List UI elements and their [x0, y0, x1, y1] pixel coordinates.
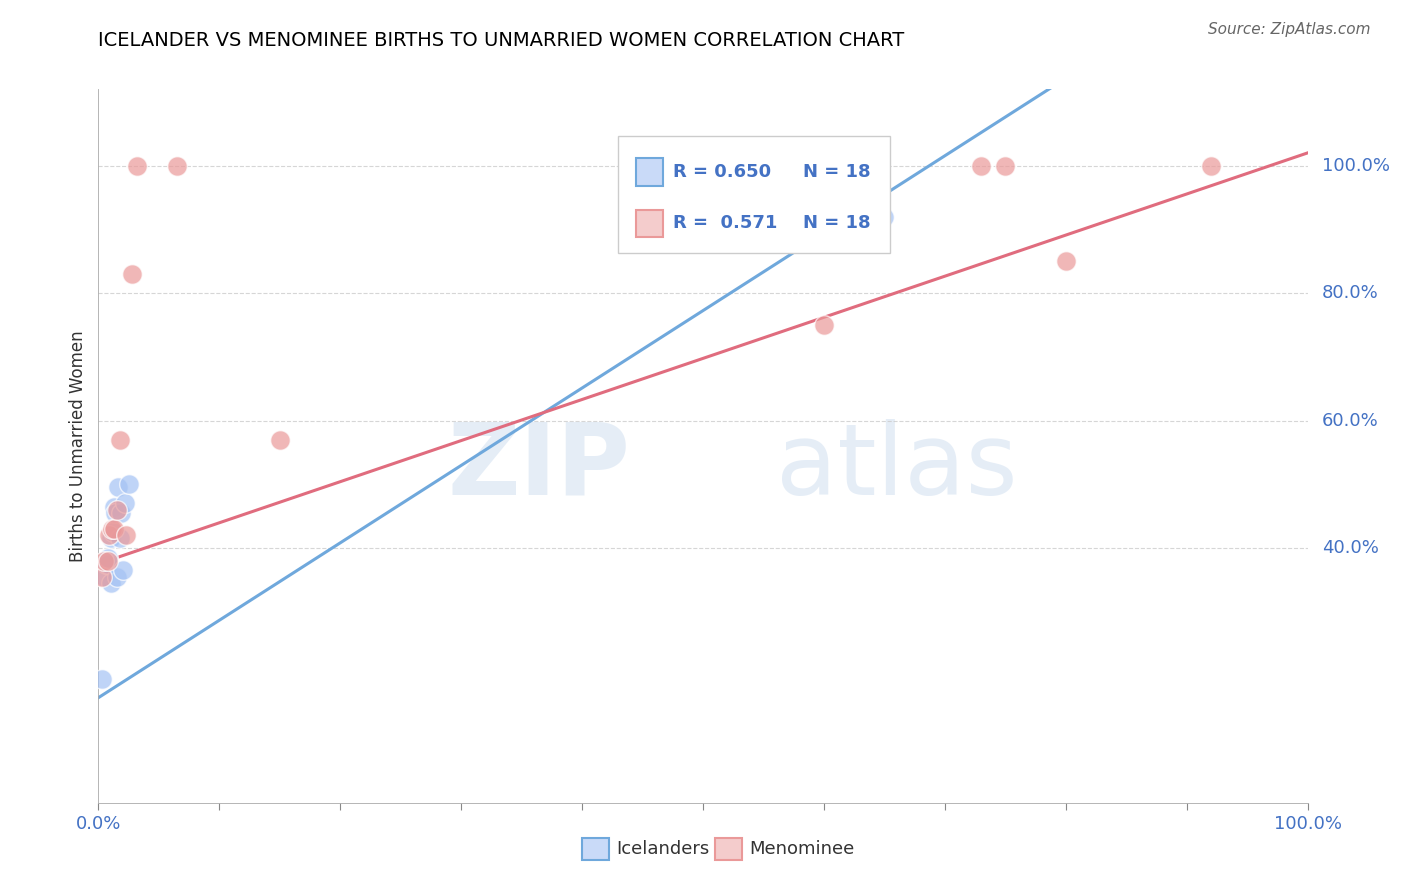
Point	[110, 506, 132, 520]
FancyBboxPatch shape	[619, 136, 890, 253]
Point	[91, 569, 114, 583]
Point	[93, 569, 115, 583]
Point	[115, 528, 138, 542]
Text: R = 0.650: R = 0.650	[672, 163, 770, 181]
Text: N = 18: N = 18	[803, 163, 870, 181]
Text: Icelanders: Icelanders	[616, 840, 709, 858]
Point	[166, 159, 188, 173]
Point	[93, 554, 115, 568]
Point	[97, 550, 120, 565]
Point	[1054, 254, 1077, 268]
Point	[114, 496, 136, 510]
Y-axis label: Births to Unmarried Women: Births to Unmarried Women	[69, 330, 87, 562]
Point	[97, 557, 120, 571]
Point	[269, 433, 291, 447]
Bar	[716, 838, 742, 860]
Text: ICELANDER VS MENOMINEE BIRTHS TO UNMARRIED WOMEN CORRELATION CHART: ICELANDER VS MENOMINEE BIRTHS TO UNMARRI…	[98, 31, 904, 50]
Point	[970, 159, 993, 173]
Text: N = 18: N = 18	[803, 214, 870, 232]
Point	[1199, 159, 1222, 173]
Point	[91, 672, 114, 686]
Point	[118, 477, 141, 491]
Text: ZIP: ZIP	[447, 419, 630, 516]
Point	[98, 528, 121, 542]
Point	[121, 267, 143, 281]
Point	[101, 524, 124, 539]
Point	[873, 210, 896, 224]
Point	[100, 532, 122, 546]
Text: 60.0%: 60.0%	[1322, 411, 1379, 430]
Point	[103, 500, 125, 514]
Bar	[637, 159, 664, 186]
Point	[100, 576, 122, 591]
Point	[100, 522, 122, 536]
Point	[127, 159, 149, 173]
Text: 40.0%: 40.0%	[1322, 539, 1379, 557]
Point	[94, 557, 117, 571]
Point	[994, 159, 1017, 173]
Text: R =  0.571: R = 0.571	[672, 214, 778, 232]
Point	[103, 522, 125, 536]
Point	[813, 318, 835, 332]
Bar	[637, 210, 664, 237]
Text: Source: ZipAtlas.com: Source: ZipAtlas.com	[1208, 22, 1371, 37]
Point	[104, 506, 127, 520]
Point	[108, 433, 131, 447]
Point	[97, 554, 120, 568]
Text: Menominee: Menominee	[749, 840, 855, 858]
Text: 100.0%: 100.0%	[1322, 157, 1391, 175]
Point	[107, 480, 129, 494]
Text: atlas: atlas	[776, 419, 1017, 516]
Text: 80.0%: 80.0%	[1322, 284, 1379, 302]
Point	[105, 569, 128, 583]
Point	[105, 502, 128, 516]
Point	[108, 532, 131, 546]
Point	[111, 563, 134, 577]
Bar	[582, 838, 609, 860]
